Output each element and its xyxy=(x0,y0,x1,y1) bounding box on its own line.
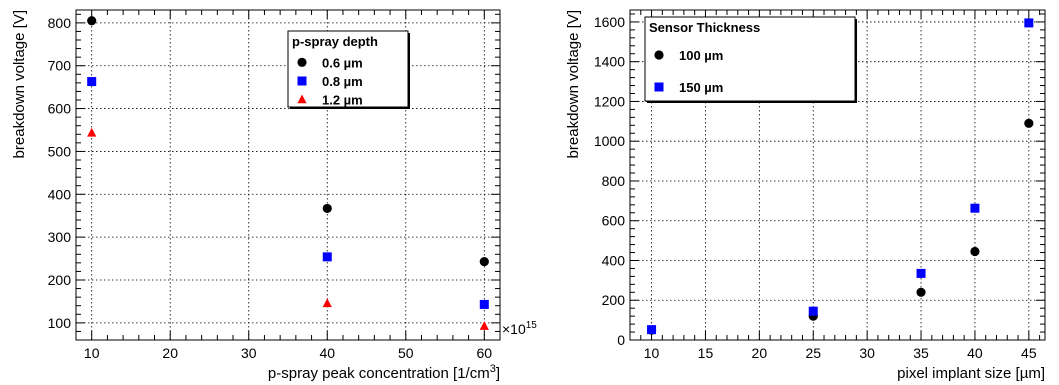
series-0 xyxy=(87,16,489,267)
y-tick-label: 400 xyxy=(48,186,72,202)
x-tick-label: 50 xyxy=(398,345,414,361)
data-point xyxy=(1024,18,1034,28)
y-tick-label: 600 xyxy=(602,213,626,229)
x-tick-label: 30 xyxy=(859,345,875,361)
legend-marker xyxy=(297,94,307,104)
x-axis-label: p-spray peak concentration [1/cm3] xyxy=(268,363,500,382)
x-tick-label: 40 xyxy=(319,345,335,361)
legend-box xyxy=(287,30,409,108)
y-axis-label: breakdown voltage [V] xyxy=(565,10,582,158)
x-tick-label: 10 xyxy=(644,345,660,361)
legend-entry-label: 100 µm xyxy=(679,48,723,63)
x-tick-label: 45 xyxy=(1021,345,1037,361)
data-point xyxy=(970,246,980,257)
y-tick-label: 0 xyxy=(617,332,625,348)
series-0 xyxy=(646,118,1034,335)
y-tick-label: 1400 xyxy=(594,54,625,70)
y-tick-label: 1000 xyxy=(594,133,625,149)
data-point xyxy=(479,256,489,267)
legend: Sensor Thickness 100 µm 150 µm xyxy=(644,16,857,103)
y-tick-label: 200 xyxy=(602,292,626,308)
x-tick-label: 15 xyxy=(698,345,714,361)
data-point xyxy=(647,325,657,335)
y-tick-label: 1200 xyxy=(594,93,625,109)
x-axis-multiplier: ×1015 xyxy=(502,320,537,337)
series-1 xyxy=(647,18,1034,335)
data-point xyxy=(322,252,332,262)
plot-frame xyxy=(75,9,501,341)
x-axis-label-text: p-spray peak concentration [1/cm xyxy=(268,365,490,382)
data-point xyxy=(916,268,926,278)
y-tick-label: 800 xyxy=(602,173,626,189)
x-axis-label-sup: 3 xyxy=(490,363,496,375)
legend-entry-label: 150 µm xyxy=(679,80,723,95)
x-axis-label: pixel implant size [µm] xyxy=(897,365,1045,382)
legend: p-spray depth 0.6 µm 0.8 µm 1.2 µm xyxy=(287,30,410,109)
legend-marker xyxy=(297,57,307,67)
left-chart: 10 20 30 40 50 60 100 200 300 400 500 600 700 800 brea… xyxy=(11,9,537,382)
legend-entry-label: 0.8 µm xyxy=(322,74,363,89)
data-point xyxy=(479,321,489,330)
data-point xyxy=(479,299,489,309)
y-tick-label: 800 xyxy=(48,15,72,31)
data-point xyxy=(87,127,97,137)
y-tick-label: 200 xyxy=(48,272,72,288)
x-tick-label: 20 xyxy=(752,345,768,361)
legend-title: Sensor Thickness xyxy=(649,20,760,35)
y-axis-label: breakdown voltage [V] xyxy=(11,10,28,158)
legend-box xyxy=(644,16,856,102)
x-tick-label: 25 xyxy=(805,345,821,361)
plot-frame xyxy=(629,9,1046,341)
x-tick-label: 30 xyxy=(241,345,257,361)
y-tick-label: 1600 xyxy=(594,14,625,30)
legend-entry-label: 1.2 µm xyxy=(322,93,363,108)
x-tick-label: 60 xyxy=(477,345,493,361)
legend-marker xyxy=(654,82,664,92)
data-point xyxy=(87,77,97,87)
y-tick-label: 600 xyxy=(48,101,72,117)
data-point xyxy=(808,306,818,316)
legend-marker xyxy=(654,50,664,60)
x-tick-label: 40 xyxy=(967,345,983,361)
x-tick-label: 10 xyxy=(84,345,100,361)
y-tick-label: 300 xyxy=(48,229,72,245)
data-point xyxy=(322,203,332,214)
x-axis-multiplier-exp: 15 xyxy=(526,320,538,331)
data-point xyxy=(970,203,980,213)
data-point xyxy=(1024,118,1034,128)
x-axis-label-close: ] xyxy=(496,365,500,382)
y-tick-label: 100 xyxy=(48,315,72,331)
legend-marker xyxy=(297,76,307,86)
y-tick-label: 700 xyxy=(48,58,72,74)
data-point xyxy=(87,16,97,26)
x-axis-multiplier-base: ×10 xyxy=(502,321,526,337)
right-chart: 10 15 20 25 30 35 40 45 0 200 400 600 800 1000 1200 140… xyxy=(565,9,1046,382)
data-point xyxy=(916,287,926,297)
x-tick-label: 20 xyxy=(162,345,178,361)
series-1 xyxy=(87,77,489,309)
legend-title: p-spray depth xyxy=(292,34,378,49)
y-tick-label: 500 xyxy=(48,143,72,159)
y-tick-label: 400 xyxy=(602,252,626,268)
series-2 xyxy=(87,127,489,330)
legend-entry-label: 0.6 µm xyxy=(322,55,363,70)
data-point xyxy=(322,298,332,308)
x-tick-label: 35 xyxy=(913,345,929,361)
